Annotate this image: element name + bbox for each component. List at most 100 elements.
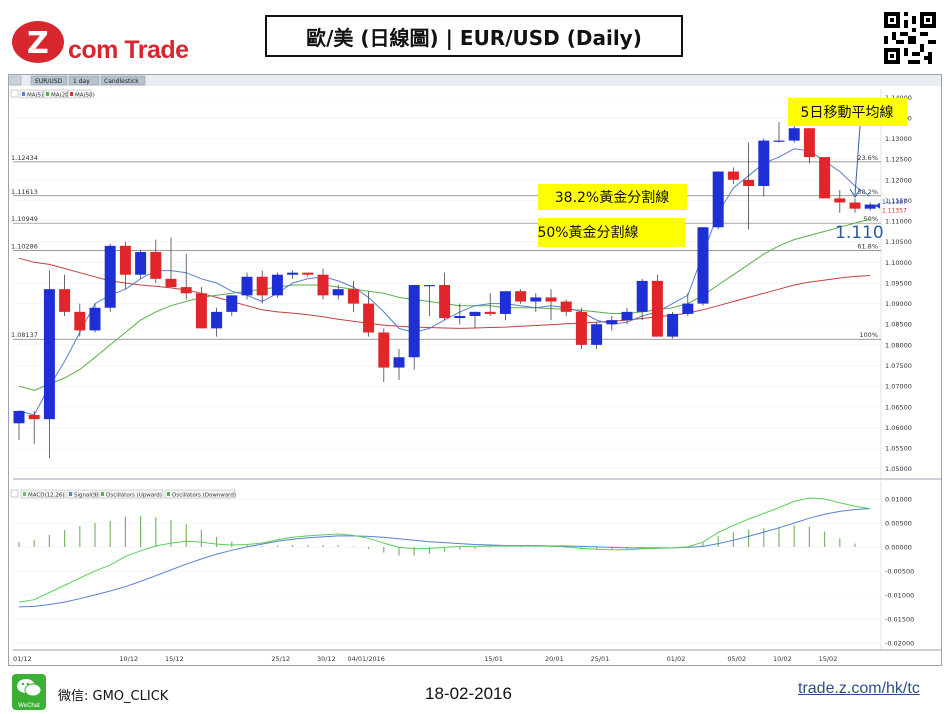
fib50-callout-text: 50%黃金分割線 (537, 224, 638, 241)
price-tick-label: 1.07500 (885, 362, 912, 370)
candle-body (43, 289, 55, 420)
price-chart: EUR/USD 1 day Candlestick 1.140001.13500… (9, 75, 941, 663)
x-axis-label: 30/12 (317, 655, 336, 663)
legend-toggle (10, 89, 19, 98)
candle-body (408, 285, 420, 358)
price-tick-label: 1.14000 (885, 94, 912, 102)
price-tick-label: 1.10000 (885, 259, 912, 267)
macd-legend-label: Signal(9) (74, 493, 99, 499)
macd-tick-label: 0.00500 (885, 519, 912, 527)
candle-body (271, 274, 283, 296)
fib-left-label: 1.08137 (11, 331, 38, 339)
candle-body (530, 297, 542, 302)
candle-body (803, 128, 815, 158)
candle-body (636, 280, 648, 312)
candle-body (667, 313, 679, 337)
wechat-icon: WeChat (12, 674, 46, 710)
macd-legend-box (66, 489, 98, 499)
wechat-id: 微信: GMO_CLICK (58, 689, 169, 704)
candle-body (119, 245, 131, 275)
candle-body (439, 285, 451, 319)
candle-body (28, 415, 40, 420)
candle-body (727, 171, 739, 180)
x-axis-label: 15/12 (165, 655, 184, 663)
fib382-callout: 38.2%黃金分割線 (538, 184, 687, 210)
price-tick-label: 1.12500 (885, 156, 912, 164)
candle-body (834, 198, 846, 203)
candle-body (743, 179, 755, 186)
x-axis-label: 15/02 (819, 655, 838, 663)
macd-legend-label: Oscillators (Downward) (172, 493, 236, 499)
chart-toolbar: EUR/USD 1 day Candlestick (9, 75, 146, 86)
fib382-callout-text: 38.2%黃金分割線 (555, 189, 669, 206)
price-tick-label: 1.05000 (885, 465, 912, 473)
candle-body (302, 272, 314, 275)
candle-body (469, 311, 481, 316)
price-legend-box (67, 89, 92, 99)
candle-body (347, 289, 359, 304)
candle-body (393, 357, 405, 368)
x-axis-label: 01/02 (667, 655, 686, 663)
fib-percent-label: 38.2% (857, 188, 878, 196)
fib-percent-label: 61.8% (857, 243, 878, 251)
page-title-box: 歐/美 (日線圖) | EUR/USD (Daily) (265, 15, 683, 57)
toolbar-symbol[interactable]: EUR/USD (35, 78, 63, 85)
chart-container: EUR/USD 1 day Candlestick 1.140001.13500… (8, 74, 942, 666)
fib-left-label: 1.10286 (11, 243, 38, 251)
page-title: 歐/美 (日線圖) | EUR/USD (Daily) (306, 25, 642, 50)
candle-body (819, 157, 831, 199)
candle-body (864, 204, 876, 209)
signal-line (18, 508, 871, 608)
fib-left-label: 1.11613 (11, 188, 38, 196)
candle-body (575, 311, 587, 345)
candle-body (591, 324, 603, 345)
x-axis-label: 20/01 (545, 655, 564, 663)
candle-body (712, 171, 724, 228)
macd-legend-label: Oscillators (Upward) (106, 493, 162, 499)
toolbar-style[interactable]: Candlestick (104, 78, 139, 85)
candle-body (849, 202, 861, 209)
price-legend-label: MA(5) (27, 93, 43, 99)
candle-body (287, 272, 299, 275)
price-tick-label: 1.08000 (885, 341, 912, 349)
website-link[interactable]: trade.z.com/hk/tc (798, 680, 920, 697)
candle-body (74, 311, 86, 331)
price-legend-swatch (46, 92, 49, 96)
price-legend-label: MA(50) (75, 93, 95, 99)
brand-logo: Z com Trade (10, 14, 210, 66)
last-price-tag: 1.11357 (882, 207, 907, 214)
macd-tick-label: 0.01000 (885, 495, 912, 503)
candle-body (545, 297, 557, 302)
wechat-label: WeChat (18, 703, 40, 709)
qr-code (884, 12, 936, 64)
candle-body (104, 245, 116, 308)
price-tick-label: 1.08500 (885, 321, 912, 329)
candle-body (758, 140, 770, 186)
x-axis-label: 25/01 (591, 655, 610, 663)
toolbar-period[interactable]: 1 day (73, 78, 90, 85)
candle-body (195, 293, 207, 329)
candle-body (317, 274, 329, 296)
price-tick-label: 1.13000 (885, 135, 912, 143)
fib-left-label: 1.12434 (11, 154, 38, 162)
candle-body (788, 128, 800, 141)
candle-body (89, 307, 101, 331)
fib-percent-label: 100% (859, 331, 878, 339)
macd-tick-label: -0.02000 (885, 639, 914, 647)
candle-body (484, 311, 496, 314)
ma50-line (18, 257, 871, 329)
x-axis-label: 04/01/2016 (347, 655, 384, 663)
price-tick-label: 1.09000 (885, 300, 912, 308)
x-axis-label: 15/01 (484, 655, 503, 663)
macd-legend-swatch (167, 492, 170, 496)
last-price-arrow (875, 202, 880, 209)
macd-legend-swatch (101, 492, 104, 496)
x-axis-label: 10/12 (119, 655, 138, 663)
price-tick-label: 1.05500 (885, 445, 912, 453)
macd-tick-label: -0.01000 (885, 591, 914, 599)
candle-body (59, 289, 71, 312)
price-tick-label: 1.06000 (885, 424, 912, 432)
candle-body (773, 140, 785, 142)
macd-tick-label: -0.01500 (885, 615, 914, 623)
logo-z-mark: Z (12, 21, 64, 63)
